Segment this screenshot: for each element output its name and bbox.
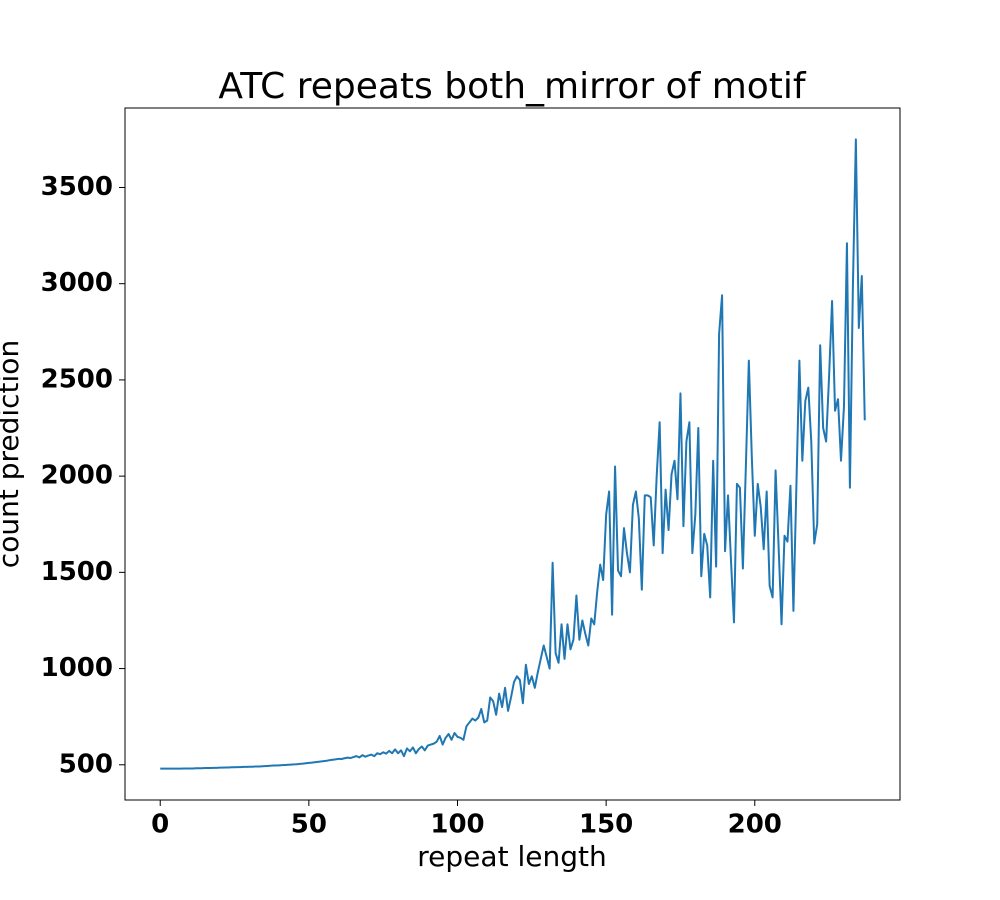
x-tick-label: 0 (151, 810, 169, 840)
y-tick-label: 3500 (41, 172, 113, 202)
y-tick-label: 1000 (41, 653, 113, 683)
plot-frame (124, 107, 901, 801)
y-tick-label: 2500 (41, 364, 113, 394)
y-tick-label: 3000 (41, 268, 113, 298)
x-tick-label: 200 (728, 810, 782, 840)
x-tick-label: 100 (430, 810, 484, 840)
y-tick-label: 2000 (41, 461, 113, 491)
y-tick-label: 500 (59, 749, 113, 779)
x-tick-label: 50 (291, 810, 327, 840)
x-axis-label: repeat length (417, 840, 606, 873)
y-axis-label: count prediction (0, 340, 25, 568)
chart-title: ATC repeats both_mirror of motif (218, 66, 807, 107)
data-line (160, 138, 866, 770)
x-tick-label: 150 (579, 810, 633, 840)
y-tick-label: 1500 (41, 557, 113, 587)
